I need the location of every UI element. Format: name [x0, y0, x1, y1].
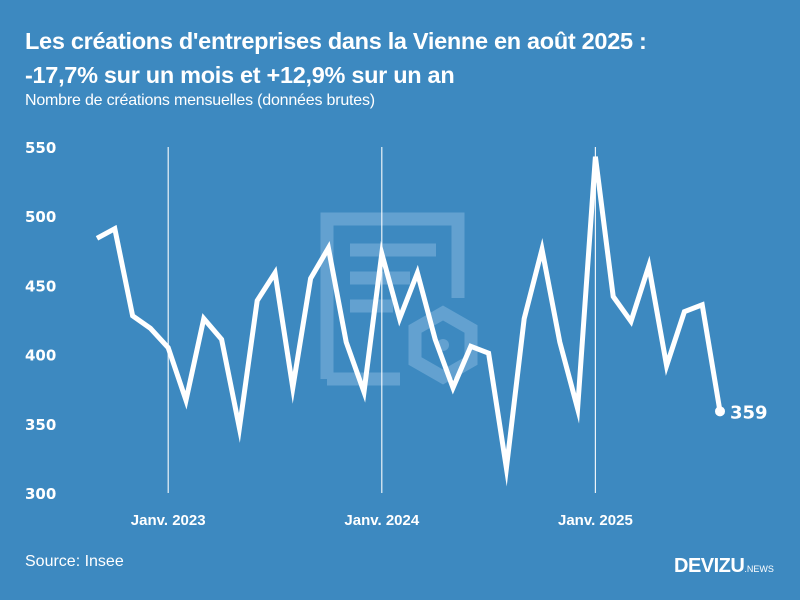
series: 359: [95, 156, 768, 487]
y-tick-label: 450: [25, 277, 56, 295]
devizu-logo: DEVIZU.NEWS: [674, 555, 774, 578]
title-line-1: Les créations d'entreprises dans la Vien…: [25, 28, 647, 54]
x-tick-label: Janv. 2025: [558, 512, 633, 529]
logo-sub: .NEWS: [744, 564, 774, 574]
title-line-2: -17,7% sur un mois et +12,9% sur un an: [25, 62, 455, 88]
logo-main: DEVIZU: [674, 555, 745, 577]
y-tick-label: 400: [25, 347, 56, 365]
source-note: Source: Insee: [25, 553, 124, 570]
watermark-document-frame: [320, 212, 465, 379]
gridlines: [167, 147, 597, 493]
x-tick-label: Janv. 2024: [344, 512, 419, 529]
end-value-label: 359: [730, 402, 768, 423]
y-tick-label: 350: [25, 416, 56, 434]
chart-subtitle: Nombre de créations mensuelles (données …: [25, 92, 375, 109]
y-tick-label: 500: [25, 208, 56, 226]
chart-title: Les créations d'entreprises dans la Vien…: [25, 24, 785, 92]
y-axis: 300 350 400 450 500 550: [25, 139, 56, 503]
y-tick-label: 550: [25, 139, 56, 157]
watermark-hexagon: [408, 305, 478, 385]
x-tick-label: Janv. 2023: [131, 512, 206, 529]
end-point-marker: [715, 406, 725, 417]
x-axis: Janv. 2023 Janv. 2024 Janv. 2025: [131, 512, 633, 529]
y-tick-label: 300: [25, 485, 56, 503]
series-line: [95, 156, 723, 487]
